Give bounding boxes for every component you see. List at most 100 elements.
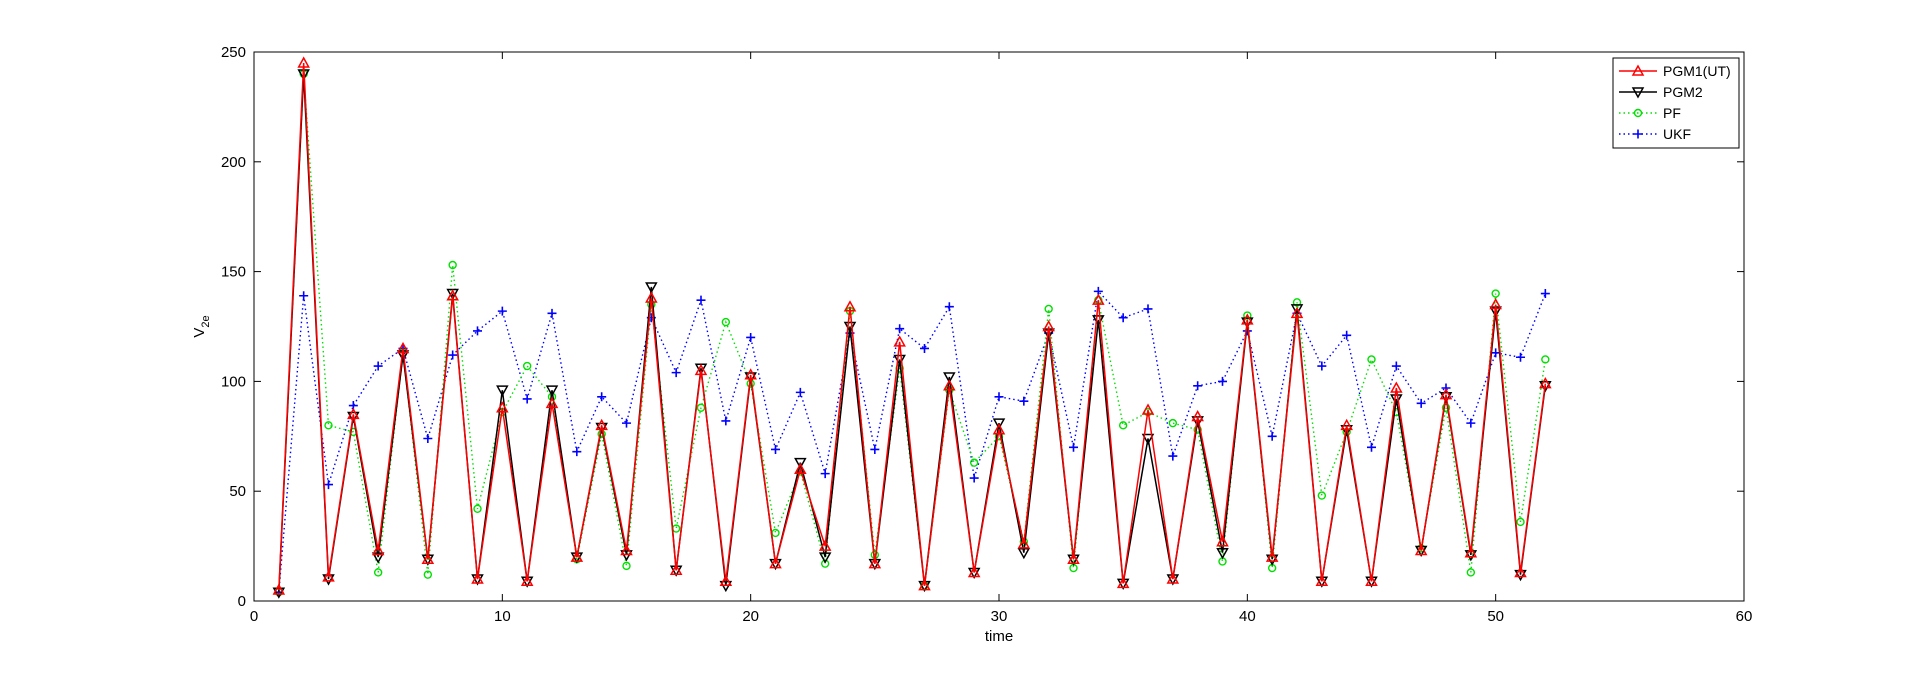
data-point [943, 379, 956, 391]
data-point [843, 300, 857, 312]
data-point [371, 543, 385, 556]
data-point [423, 433, 433, 443]
data-point [396, 341, 410, 354]
data-point [297, 56, 310, 68]
data-point [597, 392, 607, 402]
data-point [1241, 313, 1254, 325]
data-point [794, 457, 807, 470]
data-point [1416, 398, 1426, 408]
data-point [547, 308, 557, 318]
data-point [1069, 442, 1078, 452]
data-point [620, 550, 633, 562]
data-point [794, 462, 807, 474]
data-point [1092, 293, 1105, 305]
data-point [423, 570, 433, 579]
data-point [1489, 297, 1502, 310]
legend-label: PGM2 [1663, 84, 1703, 100]
data-point [446, 289, 459, 301]
data-point [1017, 537, 1031, 549]
data-point [1067, 552, 1080, 565]
data-point [895, 324, 905, 334]
series-line [278, 62, 1547, 591]
legend-item: PGM1(UT) [1619, 63, 1731, 79]
data-point [992, 423, 1006, 435]
data-point [1290, 304, 1304, 316]
data-point [771, 444, 780, 454]
data-point [1540, 289, 1550, 299]
data-point [820, 469, 830, 479]
data-point [1539, 377, 1552, 389]
data-point [1218, 376, 1227, 386]
data-point [371, 552, 385, 564]
data-point [473, 326, 482, 336]
data-point [522, 394, 532, 404]
data-point [1342, 330, 1352, 340]
data-point [969, 473, 979, 483]
data-point [1118, 313, 1128, 323]
data-point [473, 504, 482, 513]
data-point [1267, 431, 1277, 441]
data-point [1168, 451, 1178, 461]
data-point [868, 557, 882, 569]
data-point [1365, 574, 1378, 586]
data-point [322, 570, 335, 582]
data-point [1516, 352, 1525, 362]
y-tick-label: 0 [238, 593, 246, 610]
y-axis-label-main: V [191, 328, 208, 338]
data-point [497, 306, 507, 316]
x-tick-label: 20 [742, 608, 759, 625]
y-tick-label: 250 [221, 44, 246, 61]
data-point [918, 579, 931, 591]
data-point [943, 372, 956, 384]
data-point [994, 392, 1004, 402]
data-point [1265, 550, 1279, 562]
data-point [448, 260, 457, 270]
data-point [870, 444, 880, 454]
data-point [818, 539, 832, 551]
data-point [746, 332, 756, 342]
y-axis-label: V2e [191, 315, 212, 337]
data-point [1243, 311, 1252, 320]
data-point [769, 557, 782, 569]
y-axis-label-subscript: 2e [200, 315, 212, 327]
data-point [669, 563, 683, 576]
data-point [671, 368, 681, 378]
legend-label: PF [1663, 105, 1681, 121]
data-point [1118, 421, 1128, 430]
data-point [347, 407, 360, 420]
data-point [1292, 298, 1302, 307]
data-point [1166, 572, 1180, 584]
data-point [721, 317, 731, 327]
data-point [448, 350, 458, 360]
series-pgm1-ut [272, 56, 1552, 595]
data-point [522, 361, 532, 371]
series-line [278, 289, 1546, 593]
data-point [795, 387, 805, 397]
x-tick-label: 40 [1239, 608, 1256, 625]
legend-item: PGM2 [1619, 84, 1703, 100]
data-point [1541, 355, 1550, 364]
data-point [1631, 87, 1645, 99]
data-point [347, 411, 360, 424]
data-point [920, 343, 929, 353]
data-point [1315, 574, 1329, 586]
x-tick-label: 0 [250, 608, 258, 625]
x-tick-label: 50 [1487, 608, 1504, 625]
data-point [1439, 392, 1453, 404]
data-point [1414, 543, 1428, 556]
x-tick-label: 10 [494, 608, 511, 625]
data-point [645, 291, 658, 303]
data-point [645, 282, 658, 294]
data-point [1317, 491, 1327, 500]
data-point [721, 416, 731, 426]
data-point [545, 396, 559, 409]
data-point [421, 552, 435, 565]
data-point [1466, 568, 1476, 577]
data-point [1633, 108, 1643, 118]
data-point [373, 568, 383, 577]
data-point [893, 335, 906, 347]
legend-label: UKF [1663, 126, 1691, 142]
y-tick-label: 150 [221, 264, 246, 281]
data-point [1367, 355, 1376, 364]
data-point [944, 302, 954, 312]
